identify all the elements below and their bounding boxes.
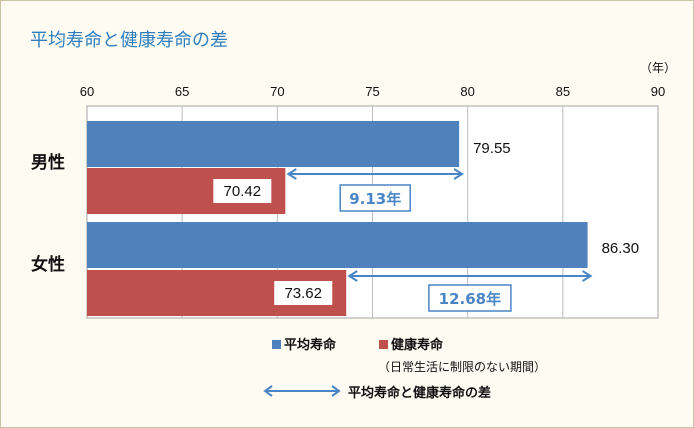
x-tick-label: 85	[556, 84, 570, 99]
chart-title: 平均寿命と健康寿命の差	[30, 30, 228, 51]
x-tick-label: 90	[651, 84, 665, 99]
bar-avg	[87, 121, 460, 167]
x-tick-label: 80	[460, 84, 474, 99]
diff-label-box	[428, 284, 512, 312]
diff-arrow-head-left	[347, 270, 358, 282]
x-tick-label: 65	[175, 84, 189, 99]
diff-label: 12.68年	[439, 290, 501, 308]
diff-label-box	[339, 184, 411, 212]
diff-arrow-head-right	[582, 270, 593, 282]
data-label-avg: 79.55	[473, 140, 511, 157]
x-tick-label: 60	[80, 84, 94, 99]
diff-arrow-head-right	[453, 168, 464, 180]
diff-label: 9.13年	[349, 190, 401, 208]
data-label-avg: 86.30	[602, 240, 640, 257]
x-unit-label: （年）	[640, 61, 676, 75]
category-label: 女性	[31, 254, 65, 275]
x-tick-label: 70	[270, 84, 284, 99]
data-label-healthy: 70.42	[224, 183, 262, 200]
data-label-healthy: 73.62	[284, 285, 322, 302]
diff-arrow-head-left	[286, 168, 297, 180]
data-label-healthy-box	[274, 281, 333, 305]
data-label-healthy-box	[213, 179, 272, 203]
bar-avg	[87, 222, 588, 268]
category-label: 男性	[31, 152, 65, 173]
x-tick-label: 75	[365, 84, 379, 99]
